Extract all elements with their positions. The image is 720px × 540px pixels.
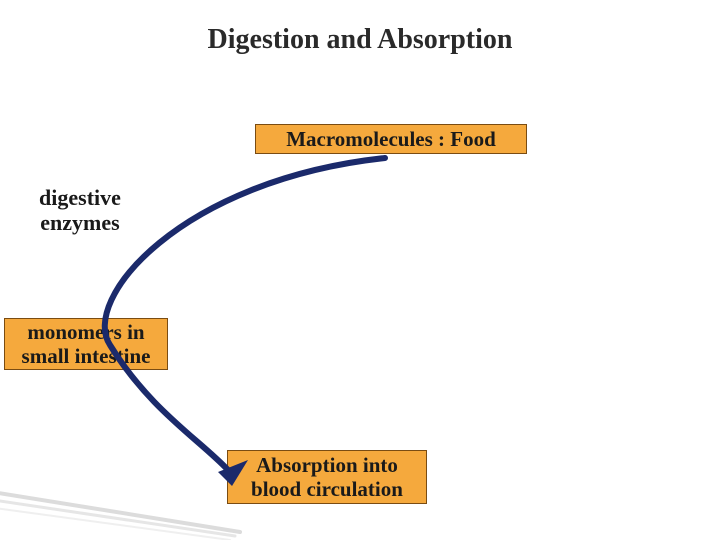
label-digestive-enzymes: digestive enzymes: [20, 185, 140, 239]
node-macromolecules: Macromolecules : Food: [255, 124, 527, 154]
node-absorption: Absorption into blood circulation: [227, 450, 427, 504]
node-monomers: monomers in small intestine: [4, 318, 168, 370]
page-title: Digestion and Absorption: [0, 24, 720, 56]
